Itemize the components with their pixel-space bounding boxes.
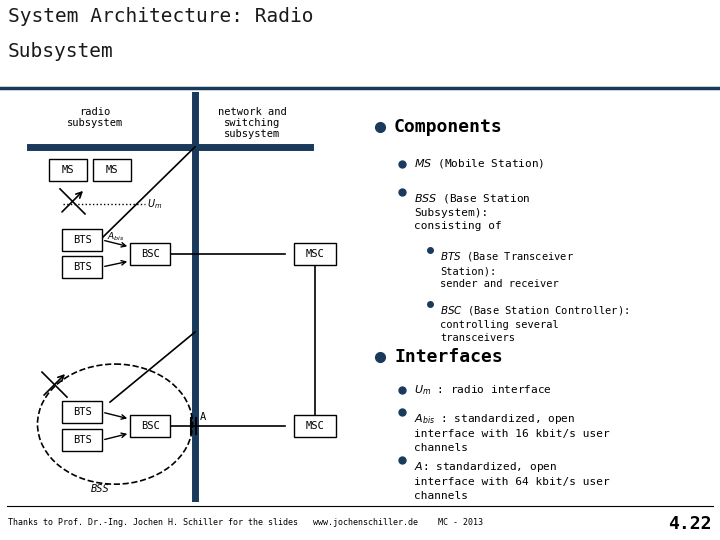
Text: BTS: BTS: [73, 435, 91, 445]
Text: BSC: BSC: [140, 421, 159, 431]
FancyBboxPatch shape: [62, 229, 102, 251]
Text: $BTS$ (Base Transceiver
Station):
sender and receiver: $BTS$ (Base Transceiver Station): sender…: [440, 250, 574, 289]
Text: $A_{bis}$: $A_{bis}$: [107, 231, 125, 243]
Text: $A$: standardized, open
interface with 64 kbit/s user
channels: $A$: standardized, open interface with 6…: [414, 460, 610, 501]
Text: Thanks to Prof. Dr.-Ing. Jochen H. Schiller for the slides   www.jochenschiller.: Thanks to Prof. Dr.-Ing. Jochen H. Schil…: [8, 518, 483, 526]
Text: MSC: MSC: [305, 421, 325, 431]
Text: $BSS$ (Base Station
Subsystem):
consisting of: $BSS$ (Base Station Subsystem): consisti…: [414, 192, 531, 231]
Text: MSC: MSC: [305, 249, 325, 259]
FancyBboxPatch shape: [62, 256, 102, 278]
Text: $MS$ (Mobile Station): $MS$ (Mobile Station): [414, 157, 544, 171]
FancyBboxPatch shape: [294, 243, 336, 265]
Text: switching: switching: [224, 118, 280, 128]
Text: BSC: BSC: [140, 249, 159, 259]
Text: 4.22: 4.22: [668, 515, 712, 533]
FancyBboxPatch shape: [294, 415, 336, 437]
Text: $BSC$ (Base Station Controller):
controlling several
transceivers: $BSC$ (Base Station Controller): control…: [440, 304, 629, 343]
Text: BTS: BTS: [73, 235, 91, 245]
FancyBboxPatch shape: [93, 159, 131, 181]
Text: MS: MS: [62, 165, 74, 175]
Text: $A_{bis}$ : standardized, open
interface with 16 kbit/s user
channels: $A_{bis}$ : standardized, open interface…: [414, 412, 610, 453]
Text: $U_m$ : radio interface: $U_m$ : radio interface: [414, 383, 552, 397]
FancyBboxPatch shape: [130, 243, 170, 265]
Text: BTS: BTS: [73, 407, 91, 417]
Text: $U_m$: $U_m$: [147, 197, 162, 211]
FancyBboxPatch shape: [130, 415, 170, 437]
Text: subsystem: subsystem: [224, 129, 280, 139]
FancyBboxPatch shape: [49, 159, 87, 181]
Text: BSS: BSS: [91, 484, 109, 494]
Text: System Architecture: Radio: System Architecture: Radio: [8, 7, 313, 26]
Text: Subsystem: Subsystem: [8, 42, 114, 61]
Text: network and: network and: [217, 107, 287, 117]
Text: A: A: [200, 412, 206, 422]
Text: radio: radio: [79, 107, 111, 117]
FancyBboxPatch shape: [62, 401, 102, 423]
Text: MS: MS: [106, 165, 118, 175]
FancyBboxPatch shape: [62, 429, 102, 451]
Text: subsystem: subsystem: [67, 118, 123, 128]
Text: Components: Components: [394, 118, 503, 136]
Text: BTS: BTS: [73, 262, 91, 272]
Text: Interfaces: Interfaces: [394, 348, 503, 366]
